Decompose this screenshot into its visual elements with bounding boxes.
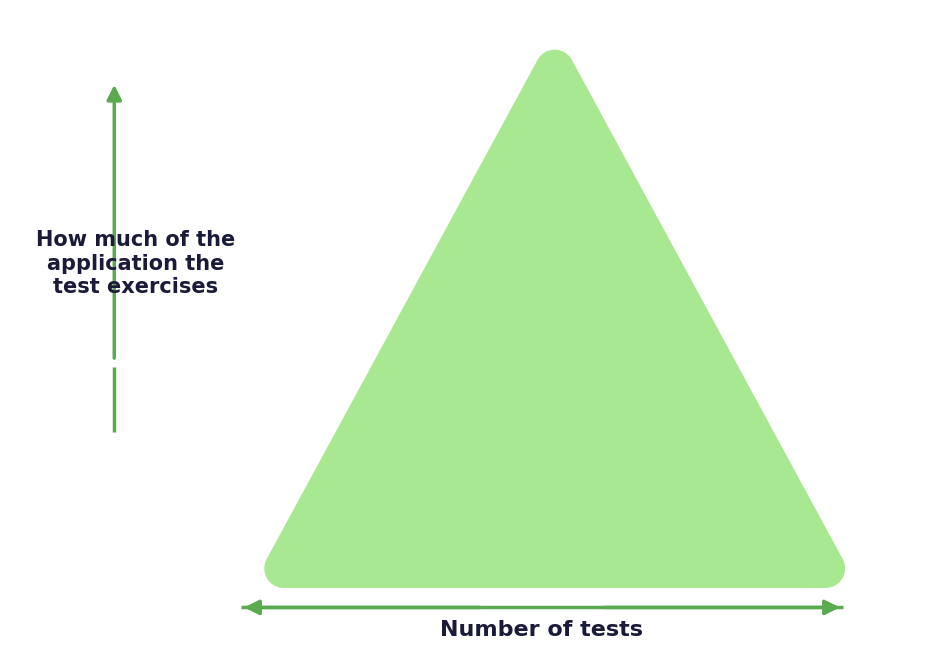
Text: How much of the
application the
test exercises: How much of the application the test exe… [36, 231, 235, 297]
Text: Number of tests: Number of tests [441, 620, 644, 640]
Polygon shape [284, 69, 825, 568]
